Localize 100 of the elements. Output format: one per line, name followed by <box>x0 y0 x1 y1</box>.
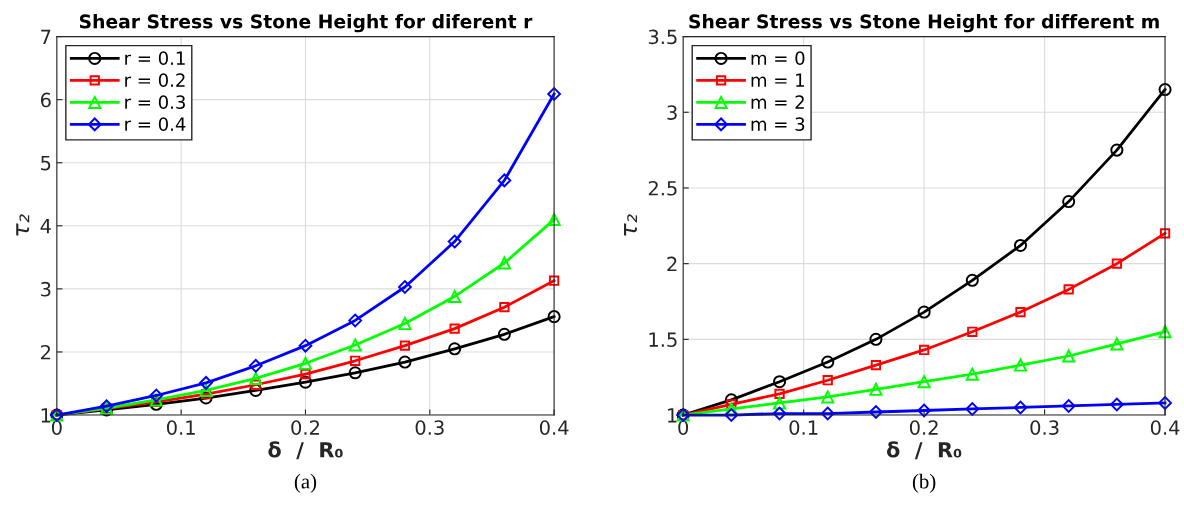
point <box>398 317 412 331</box>
point <box>497 256 511 270</box>
y-tick-label: 2.5 <box>648 180 677 196</box>
point <box>1063 284 1074 295</box>
point <box>199 376 213 390</box>
x-tick-label: 0 <box>51 420 62 435</box>
point <box>1111 258 1122 269</box>
y-axis-title: τ₂ <box>624 214 638 236</box>
y-axis-title: τ₂ <box>16 214 30 236</box>
point <box>1013 238 1028 253</box>
legend-label: r = 0.2 <box>125 73 185 87</box>
point <box>774 388 785 399</box>
legend-label: r = 0.3 <box>125 95 185 109</box>
y-tick-label: 3.5 <box>648 29 677 45</box>
point <box>965 367 979 381</box>
legend-label: m = 0 <box>751 51 805 65</box>
point <box>821 390 835 404</box>
point <box>298 375 312 389</box>
text: (a) <box>294 473 317 493</box>
point <box>1061 399 1076 413</box>
point <box>724 402 738 416</box>
point <box>348 338 362 352</box>
legend-label: r = 0.1 <box>125 51 185 65</box>
chart-title: Shear Stress vs Stone Height for different m <box>689 14 1159 33</box>
point <box>1013 400 1028 415</box>
x-axis-title: δ / R₀ <box>886 441 962 460</box>
y-tick-label: 3 <box>667 105 677 120</box>
point <box>1110 397 1124 412</box>
point <box>547 87 561 101</box>
x-tick-label: 0 <box>678 420 689 435</box>
point <box>1013 358 1028 372</box>
y-tick-label: 1.5 <box>649 332 677 348</box>
y-tick-label: 1 <box>668 408 677 423</box>
x-tick-label: 0.3 <box>415 420 444 435</box>
x-axis-title: δ / R₀ <box>268 441 343 460</box>
point <box>398 280 412 294</box>
y-tick-label: 4 <box>40 219 51 234</box>
point <box>449 323 460 334</box>
point <box>1158 83 1172 97</box>
legend-label: m = 3 <box>751 117 805 131</box>
point <box>821 355 835 369</box>
point <box>350 355 361 366</box>
x-tick-label: 0.2 <box>291 420 319 435</box>
y-tick-label: 7 <box>41 29 51 44</box>
legend-label: r = 0.4 <box>125 117 186 131</box>
x-tick-label: 0.1 <box>789 420 818 435</box>
point <box>1062 195 1076 209</box>
point <box>249 383 263 397</box>
point <box>917 403 931 418</box>
x-tick-label: 0.1 <box>166 420 195 435</box>
point <box>869 332 883 346</box>
point <box>965 402 980 416</box>
y-tick-label: 2 <box>41 344 51 360</box>
point <box>249 371 263 385</box>
point <box>822 375 833 386</box>
x-tick-label: 0.3 <box>1030 420 1059 435</box>
point <box>348 366 362 380</box>
point <box>497 173 512 188</box>
point <box>250 379 261 390</box>
x-tick-label: 0.4 <box>539 420 569 435</box>
point <box>398 355 412 369</box>
point <box>870 359 882 371</box>
point <box>399 340 411 351</box>
point <box>497 327 511 341</box>
point <box>1158 396 1172 410</box>
point <box>199 391 213 405</box>
x-tick-label: 0.4 <box>1150 420 1180 435</box>
y-tick-label: 3 <box>41 281 51 297</box>
point <box>965 273 979 287</box>
point <box>1062 349 1076 363</box>
point <box>300 368 311 380</box>
point <box>1158 325 1172 339</box>
point <box>1110 143 1124 157</box>
point <box>499 302 510 313</box>
point <box>1015 306 1026 318</box>
point <box>548 275 560 286</box>
point <box>448 289 462 303</box>
y-tick-label: 1 <box>41 408 51 423</box>
point <box>773 375 787 389</box>
point <box>967 326 978 337</box>
point <box>726 399 737 410</box>
point <box>547 212 561 227</box>
point <box>918 344 930 356</box>
point <box>773 396 787 410</box>
point <box>149 388 164 403</box>
point <box>917 375 931 389</box>
text: (b) <box>912 473 936 493</box>
legend-label: m = 2 <box>751 95 804 109</box>
point <box>1110 337 1124 351</box>
point <box>248 358 263 373</box>
point <box>917 305 931 319</box>
point <box>447 234 462 249</box>
y-tick-label: 5 <box>41 155 51 171</box>
point <box>869 405 883 419</box>
point <box>298 338 313 353</box>
chart-title: Shear Stress vs Stone Height for diferent r <box>79 14 533 33</box>
point <box>772 406 787 421</box>
point <box>1159 228 1171 239</box>
point <box>448 342 462 356</box>
x-tick-label: 0.2 <box>909 420 938 435</box>
